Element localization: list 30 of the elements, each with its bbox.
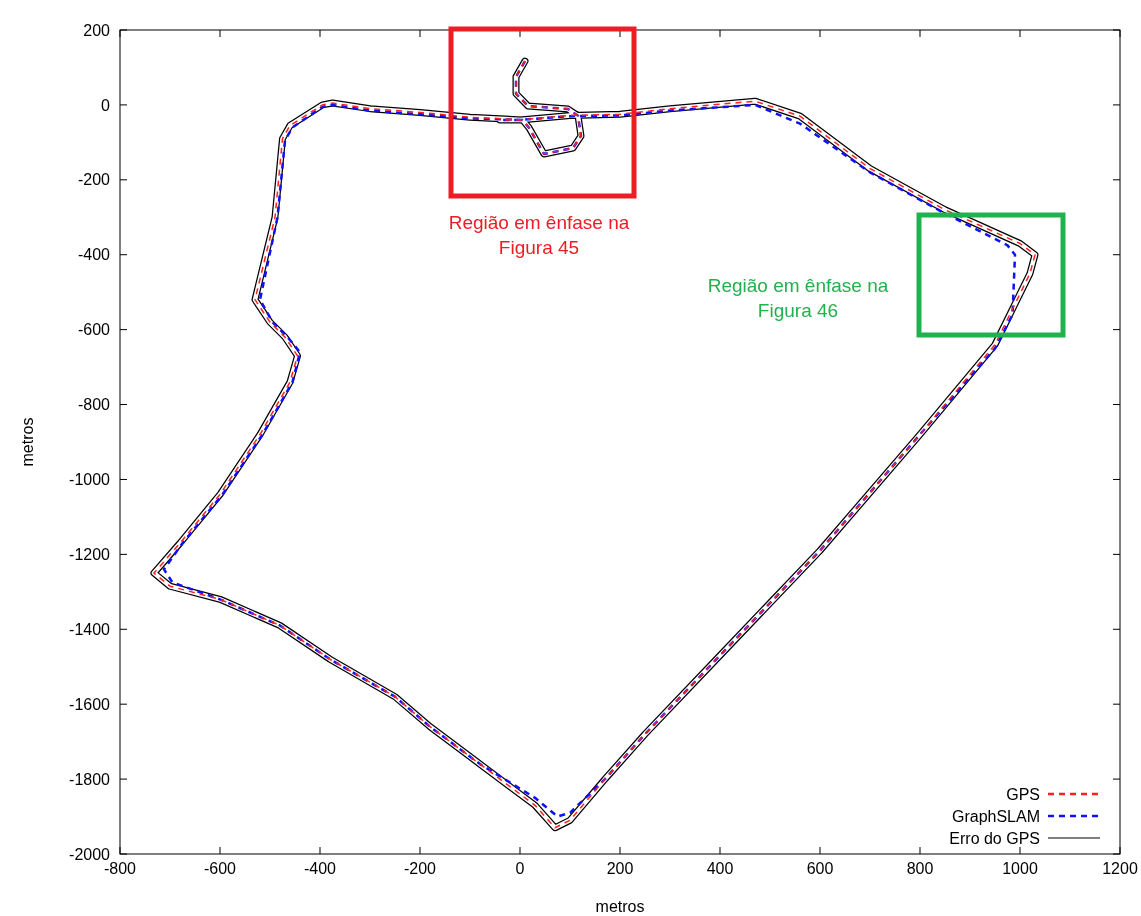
y-tick-label: -1800 xyxy=(69,770,111,788)
x-tick-label: 400 xyxy=(706,860,734,877)
x-tick-label: -600 xyxy=(203,860,237,877)
y-tick-label: 200 xyxy=(83,21,111,39)
y-tick-label: -800 xyxy=(77,396,111,414)
x-tick-label: 0 xyxy=(515,860,525,877)
annotation: Região em ênfase na Figura 45 xyxy=(448,212,630,258)
x-tick-label: -200 xyxy=(403,860,437,877)
annotation: Região em ênfase na Figura 46 xyxy=(707,275,889,321)
legend-label: GraphSLAM xyxy=(951,807,1040,825)
y-tick-label: -400 xyxy=(77,246,111,264)
y-tick-label: -200 xyxy=(77,171,111,189)
y-tick-label: -600 xyxy=(77,321,111,339)
x-tick-label: -400 xyxy=(303,860,337,877)
x-tick-label: -800 xyxy=(103,860,137,877)
y-tick-label: -1200 xyxy=(69,545,111,563)
legend-label: Erro do GPS xyxy=(949,829,1040,847)
y-tick-label: 0 xyxy=(101,96,111,114)
y-tick-label: -2000 xyxy=(69,845,111,863)
y-tick-label: -1600 xyxy=(69,695,111,713)
legend-label: GPS xyxy=(1006,785,1040,803)
x-tick-label: 1000 xyxy=(1002,860,1038,877)
x-tick-label: 200 xyxy=(606,860,634,877)
y-tick-label: -1000 xyxy=(69,471,111,489)
x-tick-label: 600 xyxy=(806,860,834,877)
y-tick-label: -1400 xyxy=(69,620,111,638)
x-axis-title: metros xyxy=(595,898,645,915)
x-tick-label: 800 xyxy=(906,860,934,877)
x-tick-label: 1200 xyxy=(1102,860,1138,877)
y-axis-title: metros xyxy=(19,417,36,467)
